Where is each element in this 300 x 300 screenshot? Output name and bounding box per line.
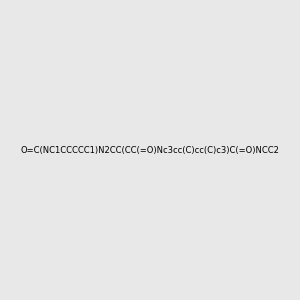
- Text: O=C(NC1CCCCC1)N2CC(CC(=O)Nc3cc(C)cc(C)c3)C(=O)NCC2: O=C(NC1CCCCC1)N2CC(CC(=O)Nc3cc(C)cc(C)c3…: [21, 146, 279, 154]
